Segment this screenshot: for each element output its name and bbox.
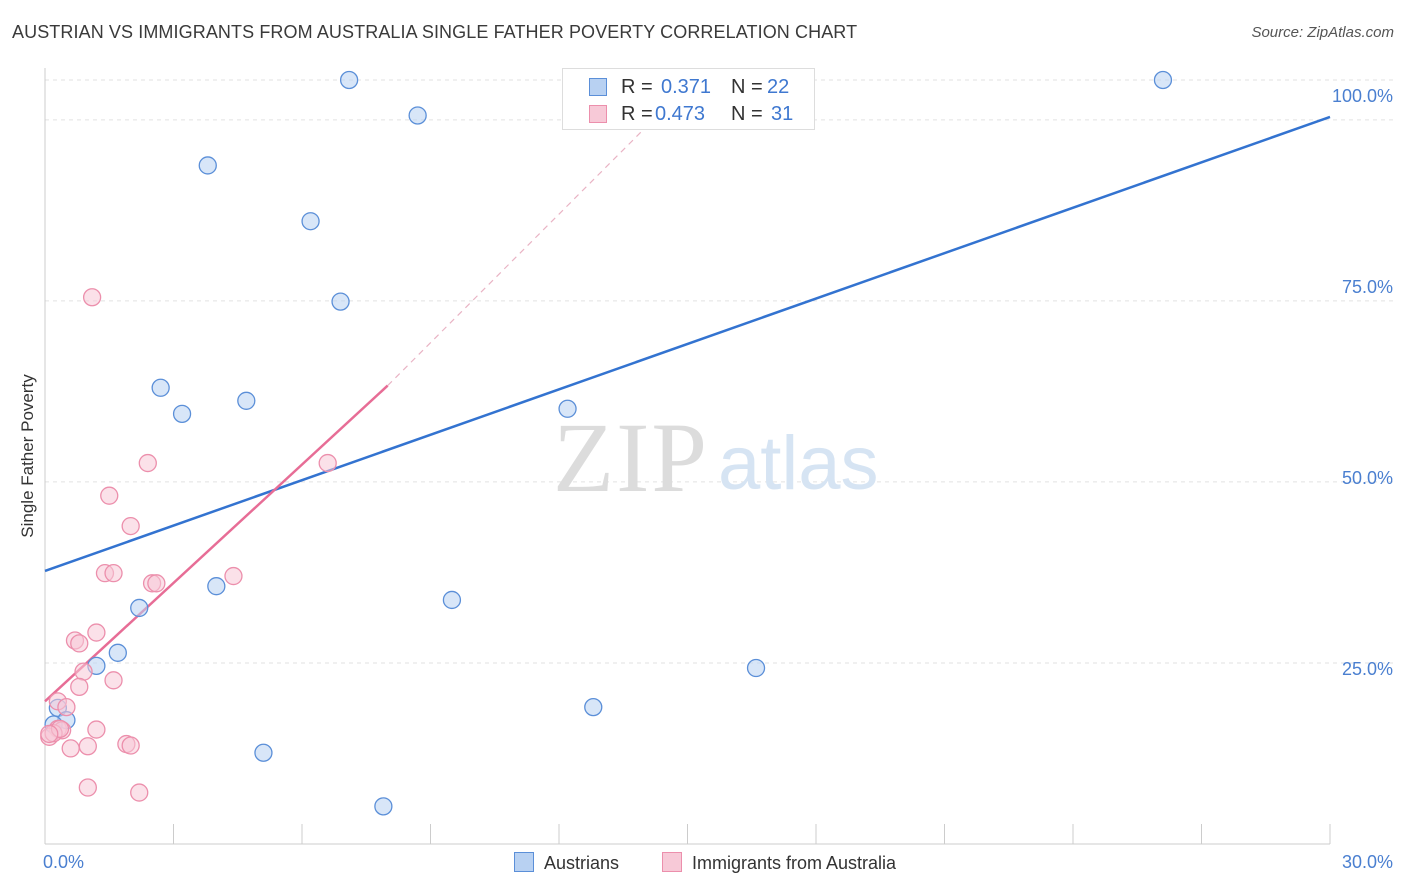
- austrians-point-18: [254, 743, 273, 762]
- trend-line-immigrants: [44, 384, 389, 703]
- trend-line-austrians: [44, 115, 1331, 573]
- stats-swatch-austrians: [589, 78, 607, 96]
- y-tick-50: 50.0%: [1341, 468, 1393, 488]
- austrians-point-4: [331, 292, 350, 311]
- chart-title: AUSTRIAN VS IMMIGRANTS FROM AUSTRALIA SI…: [12, 22, 858, 42]
- austrians-point-17: [584, 697, 603, 717]
- immigrants-point-17: [57, 697, 76, 717]
- n-label: N =: [731, 76, 763, 98]
- immigrants-point-30: [40, 724, 59, 744]
- y-axis-label: Single Father Poverty: [18, 374, 37, 538]
- immigrants-point-24: [78, 737, 97, 756]
- legend-label-immigrants: Immigrants from Australia: [692, 853, 897, 873]
- r-label: R =: [621, 76, 653, 98]
- y-tick-75: 75.0%: [1341, 277, 1393, 297]
- trend-line-immigrants-extension: [387, 119, 654, 387]
- immigrants-point-3: [121, 516, 140, 536]
- austrians-point-11: [442, 590, 462, 610]
- legend-swatch-austrians: [514, 852, 534, 872]
- immigrants-point-10: [87, 623, 106, 642]
- x-tick-max: 30.0%: [1341, 852, 1393, 872]
- immigrants-point-4: [318, 453, 337, 473]
- immigrants-point-23: [61, 739, 80, 758]
- immigrants-point-6: [104, 564, 123, 583]
- data-points: [40, 70, 1173, 816]
- austrians-point-12: [108, 643, 127, 662]
- immigrants-point-0: [82, 288, 102, 307]
- immigrants-point-27: [78, 778, 97, 797]
- austrians-point-2: [198, 156, 217, 175]
- legend-swatch-immigrants: [662, 852, 682, 872]
- immigrants-point-14: [104, 671, 123, 690]
- n-value-immigrants: 31: [771, 103, 794, 125]
- austrians-point-9: [207, 577, 226, 596]
- immigrants-point-9: [224, 566, 243, 586]
- r-value-immigrants: 0.473: [655, 103, 706, 125]
- immigrants-point-8: [147, 574, 166, 593]
- austrians-point-20: [1153, 70, 1173, 90]
- austrians-point-1: [408, 106, 427, 125]
- austrians-point-10: [130, 598, 149, 618]
- legend-label-austrians: Austrians: [544, 853, 620, 873]
- legend-item-immigrants[interactable]: Immigrants from Australia: [662, 852, 896, 874]
- austrians-point-5: [151, 378, 170, 397]
- immigrants-point-20: [87, 720, 106, 739]
- n-value-austrians: 22: [767, 76, 790, 98]
- immigrants-point-13: [74, 662, 93, 681]
- austrians-point-8: [558, 399, 577, 418]
- immigrants-point-12: [70, 634, 89, 653]
- trend-lines: [44, 115, 1331, 703]
- austrians-point-0: [339, 70, 359, 90]
- immigrants-point-15: [70, 677, 89, 697]
- austrians-point-6: [172, 404, 192, 423]
- n-label: N =: [731, 103, 763, 125]
- y-tick-25: 25.0%: [1341, 659, 1393, 679]
- immigrants-point-28: [130, 783, 149, 802]
- austrians-point-7: [237, 391, 256, 410]
- x-tick-min: 0.0%: [43, 852, 85, 872]
- axes: [44, 68, 1331, 845]
- immigrants-point-26: [121, 736, 140, 755]
- austrians-point-14: [746, 658, 766, 678]
- y-tick-100: 100.0%: [1331, 86, 1393, 106]
- watermark-atlas: atlas: [718, 421, 879, 506]
- watermark-zip: ZIP: [553, 402, 709, 513]
- r-label: R =: [621, 103, 653, 125]
- source-label: Source: ZipAtlas.com: [1251, 24, 1394, 41]
- immigrants-point-2: [100, 486, 119, 505]
- legend-item-austrians[interactable]: Austrians: [514, 852, 619, 874]
- immigrants-point-1: [138, 453, 157, 473]
- austrians-point-3: [301, 212, 320, 231]
- r-value-austrians: 0.371: [661, 76, 712, 98]
- stats-box: R = 0.371 N = 22 R = 0.473 N = 31: [562, 68, 815, 130]
- austrians-point-19: [374, 797, 393, 816]
- stats-swatch-immigrants: [589, 105, 607, 123]
